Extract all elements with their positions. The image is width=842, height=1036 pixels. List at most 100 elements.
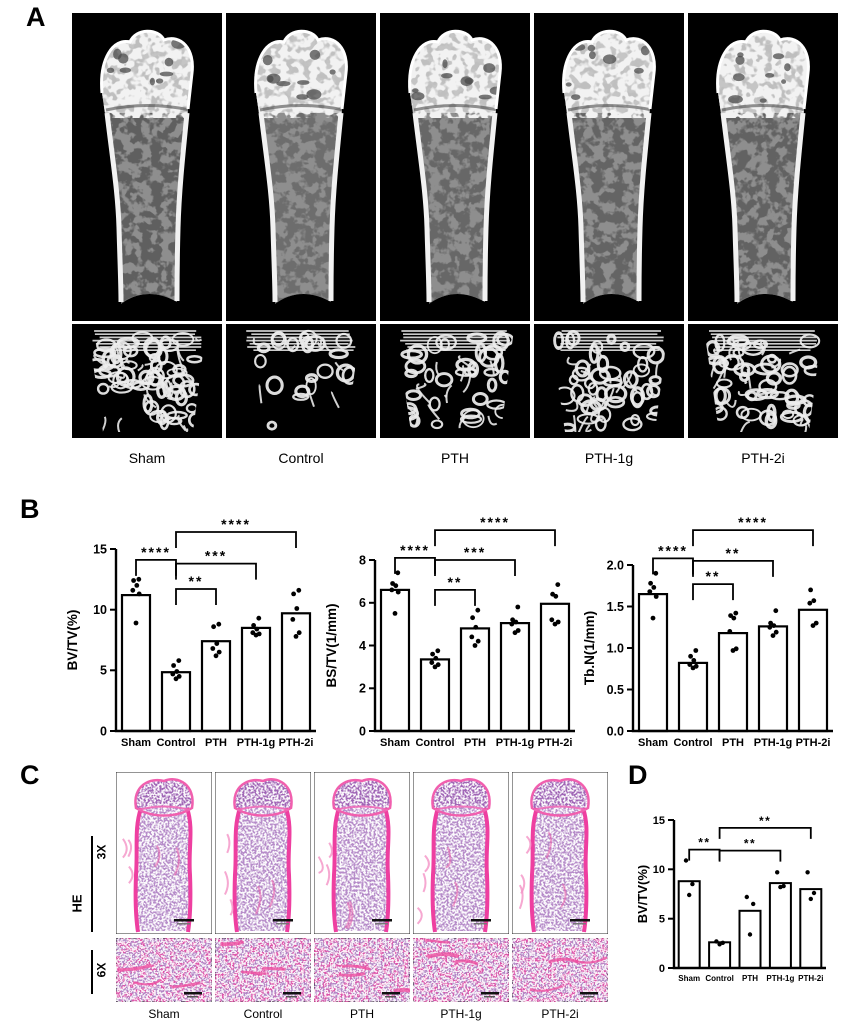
data-point xyxy=(811,598,817,604)
panel-d-label: D xyxy=(628,760,648,790)
panel-a-group-label: PTH xyxy=(441,450,469,466)
data-point xyxy=(714,939,719,944)
significance-bracket xyxy=(394,557,436,574)
data-point xyxy=(171,663,176,668)
data-point xyxy=(475,638,481,644)
x-category-label: PTH-1g xyxy=(237,737,276,749)
trabecular-render-control xyxy=(226,324,376,438)
data-point xyxy=(781,883,786,889)
data-point xyxy=(733,646,739,652)
scale-bar xyxy=(580,992,598,995)
x-category-label: PTH xyxy=(742,974,758,983)
panel-a-trabecular-row xyxy=(72,324,838,438)
data-point xyxy=(773,629,779,635)
he-3x-image-pth xyxy=(314,772,410,934)
row-3x-divider xyxy=(91,836,93,932)
significance-label: **** xyxy=(658,542,688,558)
chart-tb-n: 0.0 0.5 1.0 1.5 2.0 Tb.N(1/mm) Sham Control PTH P… xyxy=(583,514,833,749)
significance-bracket xyxy=(175,588,217,605)
data-point xyxy=(728,613,733,618)
he-3x-image-pth-2i xyxy=(512,772,608,934)
data-point xyxy=(510,617,515,623)
data-point xyxy=(509,621,515,627)
scale-bar xyxy=(283,992,301,995)
y-axis-title: BV/TV(%) xyxy=(638,865,650,924)
microct-image-sham xyxy=(72,13,222,321)
y-tick-label: 15 xyxy=(93,542,107,556)
data-point xyxy=(433,655,439,661)
significance-bracket xyxy=(692,583,734,601)
significance-bracket xyxy=(175,531,297,548)
data-point xyxy=(770,633,776,638)
x-category-label: Control xyxy=(156,737,195,749)
data-point xyxy=(216,621,222,627)
data-point xyxy=(214,641,220,646)
panel-b-label: B xyxy=(20,494,40,524)
data-point xyxy=(550,591,555,597)
significance-bracket xyxy=(434,559,516,576)
he-6x-image-pth-2i xyxy=(512,938,608,1002)
bar-pth xyxy=(738,909,762,970)
y-tick-label: 0 xyxy=(100,724,107,738)
data-point xyxy=(291,591,296,597)
y-axis-title: Tb.N(1/mm) xyxy=(583,611,597,685)
data-point xyxy=(653,570,659,576)
data-point xyxy=(435,662,441,668)
chart-slot-tb-n: 0.0 0.5 1.0 1.5 2.0 Tb.N(1/mm) Sham Control PTH P… xyxy=(583,505,839,775)
data-point xyxy=(651,585,657,590)
y-tick-label: 4 xyxy=(359,639,366,653)
data-point xyxy=(134,583,140,588)
panel-a-label: A xyxy=(26,2,46,32)
scale-bar xyxy=(184,992,202,995)
y-tick-label: 0 xyxy=(659,963,665,975)
data-point xyxy=(775,870,780,875)
panel-c-he-3x-row xyxy=(116,772,608,934)
panel-c-group-label: Control xyxy=(243,1007,283,1021)
magnification-3x-label: 3X xyxy=(94,844,109,860)
x-category-label: PTH-2i xyxy=(279,737,314,749)
panel-a-group-label: PTH-1g xyxy=(584,450,634,466)
data-point xyxy=(751,901,756,907)
data-point xyxy=(693,648,699,653)
data-point xyxy=(807,600,813,606)
bar-sham xyxy=(120,593,152,733)
data-point xyxy=(256,631,262,637)
significance-label: ** xyxy=(189,573,204,589)
data-point xyxy=(254,626,260,632)
significance-label: **** xyxy=(400,542,430,558)
y-tick-label: 2 xyxy=(359,682,366,696)
data-point xyxy=(389,587,395,593)
data-point xyxy=(392,611,398,616)
trabecular-render-pth xyxy=(380,324,530,438)
y-tick-label: 5 xyxy=(659,914,665,926)
data-point xyxy=(395,570,401,576)
data-point xyxy=(170,671,176,677)
scale-bar xyxy=(481,992,499,995)
x-category-label: Sham xyxy=(638,737,668,749)
scale-bar xyxy=(570,919,590,922)
data-point xyxy=(653,594,659,599)
bar-sham xyxy=(637,592,669,733)
data-point xyxy=(251,623,256,628)
y-tick-label: 15 xyxy=(653,815,665,827)
microct-image-pth-1g xyxy=(534,13,684,321)
x-category-label: PTH-2i xyxy=(798,974,823,983)
y-tick-label: 0.5 xyxy=(607,683,624,697)
y-tick-label: 10 xyxy=(93,603,107,617)
data-point xyxy=(213,653,219,659)
data-point xyxy=(768,620,773,626)
y-tick-label: 0 xyxy=(359,724,366,738)
significance-label: ** xyxy=(726,545,741,561)
he-6x-image-pth-1g xyxy=(413,938,509,1002)
significance-bracket xyxy=(692,560,774,577)
y-tick-label: 1.5 xyxy=(607,600,624,614)
x-category-label: Control xyxy=(705,974,733,983)
x-category-label: Sham xyxy=(678,974,700,983)
x-category-label: PTH xyxy=(205,737,227,749)
data-point xyxy=(747,932,753,937)
data-point xyxy=(687,662,693,667)
significance-label: *** xyxy=(464,544,486,560)
significance-label: ** xyxy=(448,574,463,590)
data-point xyxy=(773,608,779,614)
